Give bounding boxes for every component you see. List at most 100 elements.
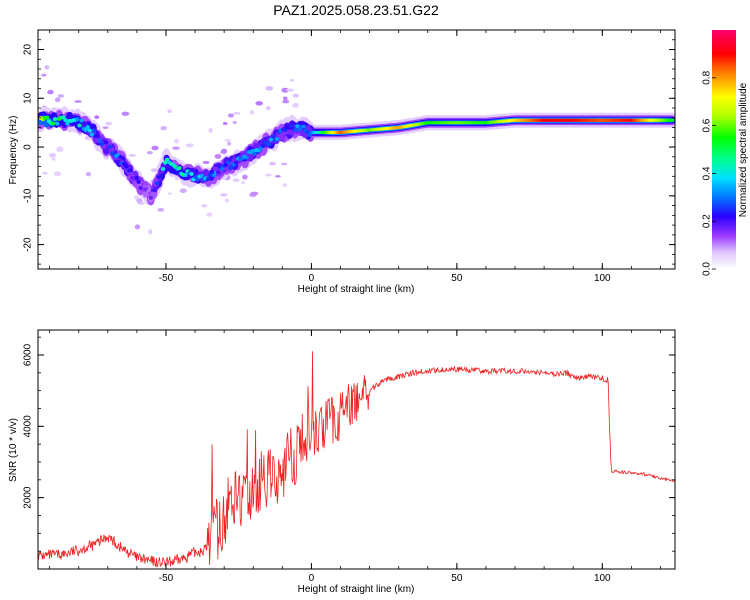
colorbar: 0.0 0.2 0.4 0.6 0.8 Normalized spectral ampl… — [702, 30, 749, 276]
spectral-core — [77, 123, 82, 128]
spectral-core — [295, 124, 300, 129]
spectral-blob — [278, 133, 285, 141]
spectral-speckle — [42, 171, 48, 175]
spectrogram-y-label: Frequency (Hz) — [8, 116, 19, 185]
snr-frame — [37, 329, 676, 570]
y-tick-label: -10 — [23, 188, 34, 203]
x-tick-label: 0 — [309, 573, 315, 584]
colorbar-tick-label: 0.0 — [702, 262, 713, 276]
spectral-core — [244, 155, 249, 160]
spectral-core — [97, 138, 103, 143]
spectral-speckle — [206, 212, 213, 217]
y-tick-label: 20 — [23, 44, 34, 56]
spectral-speckle — [160, 126, 167, 131]
y-tick-label: 10 — [23, 92, 34, 104]
spectral-speckle — [134, 195, 139, 200]
spectral-speckle — [172, 146, 180, 150]
spectral-speckle — [292, 93, 300, 98]
spectral-speckle — [49, 153, 57, 158]
spectral-speckle — [220, 193, 228, 197]
spectral-speckle — [128, 154, 137, 157]
spectral-speckle — [283, 96, 288, 101]
snr-series-line — [38, 351, 675, 568]
spectral-core — [146, 188, 152, 193]
spectral-core — [234, 160, 239, 165]
spectral-core — [195, 177, 200, 182]
spectral-speckle — [269, 161, 276, 166]
spectral-speckle — [282, 99, 290, 104]
x-tick-label: 50 — [451, 273, 463, 284]
spectral-core — [99, 142, 105, 147]
colorbar-tick-label: 0.8 — [702, 70, 713, 84]
spectral-core — [252, 151, 257, 156]
spectral-speckle — [281, 87, 289, 93]
spectral-core — [103, 140, 109, 145]
y-tick-label: 0 — [23, 144, 34, 150]
spectral-speckle — [167, 109, 172, 113]
y-tick-label: -20 — [23, 237, 34, 252]
spectral-speckle — [214, 153, 222, 160]
spectral-speckle — [233, 111, 241, 115]
spectral-speckle — [102, 126, 109, 129]
spectral-speckle — [94, 115, 100, 120]
y-tick-label: 2000 — [23, 486, 34, 509]
spectral-speckle — [227, 113, 235, 118]
x-tick-label: 100 — [594, 573, 611, 584]
spectral-speckle — [222, 122, 228, 126]
spectral-core — [79, 118, 84, 123]
spectral-speckle — [53, 171, 62, 177]
spectral-speckle — [220, 148, 228, 154]
snr-minor-ticks — [38, 330, 675, 570]
snr-x-label: Height of straight line (km) — [298, 584, 415, 595]
colorbar-tick-label: 0.6 — [702, 118, 713, 132]
spectral-core — [301, 124, 306, 129]
spectrogram-frame — [37, 29, 676, 270]
spectral-speckle — [179, 188, 187, 194]
spectral-speckle — [157, 207, 165, 212]
spectral-speckle — [201, 204, 208, 208]
colorbar-tick-label: 0.2 — [702, 214, 713, 228]
spectral-speckle — [224, 198, 230, 203]
spectral-core — [207, 173, 213, 178]
spectral-speckle — [146, 150, 153, 155]
snr-y-label: SNR (10 * v/v) — [8, 418, 19, 482]
spectral-core — [83, 127, 88, 132]
spectral-core — [152, 188, 158, 193]
spectral-speckle — [51, 157, 56, 161]
spectral-core — [95, 134, 101, 139]
spectral-speckle — [208, 127, 213, 133]
y-tick-label: 4000 — [23, 415, 34, 438]
spectral-speckle — [136, 197, 143, 204]
spectral-speckle — [121, 111, 130, 116]
spectral-core — [669, 118, 675, 122]
spectral-speckle — [249, 109, 255, 115]
spectral-speckle — [167, 192, 172, 195]
spectral-core — [158, 174, 164, 179]
spectral-core — [209, 169, 215, 174]
spectral-speckle — [74, 100, 82, 103]
spectral-core — [63, 117, 68, 122]
spectrogram-x-label: Height of straight line (km) — [298, 284, 415, 295]
spectral-core — [87, 128, 92, 133]
spectral-core — [134, 175, 139, 180]
spectral-speckle — [47, 89, 54, 95]
spectral-speckle — [41, 73, 47, 77]
spectral-core — [307, 133, 312, 138]
spectral-core — [91, 128, 97, 133]
spectral-speckle — [57, 94, 65, 98]
spectral-speckle — [105, 121, 113, 126]
spectral-core — [85, 125, 90, 130]
spectral-speckle — [232, 120, 237, 125]
spectral-core — [148, 195, 154, 200]
x-tick-label: 0 — [309, 273, 315, 284]
spectral-speckle — [151, 145, 159, 151]
spectral-core — [266, 142, 272, 147]
spectral-speckle — [282, 183, 288, 187]
spectral-speckle — [148, 229, 153, 235]
colorbar-label: Normalized spectral amplitude — [738, 82, 749, 217]
snr-y-ticks: 2000 4000 6000 — [23, 343, 675, 509]
spectral-core — [270, 134, 276, 139]
x-tick-label: -50 — [159, 573, 174, 584]
spectral-speckle — [274, 175, 281, 178]
